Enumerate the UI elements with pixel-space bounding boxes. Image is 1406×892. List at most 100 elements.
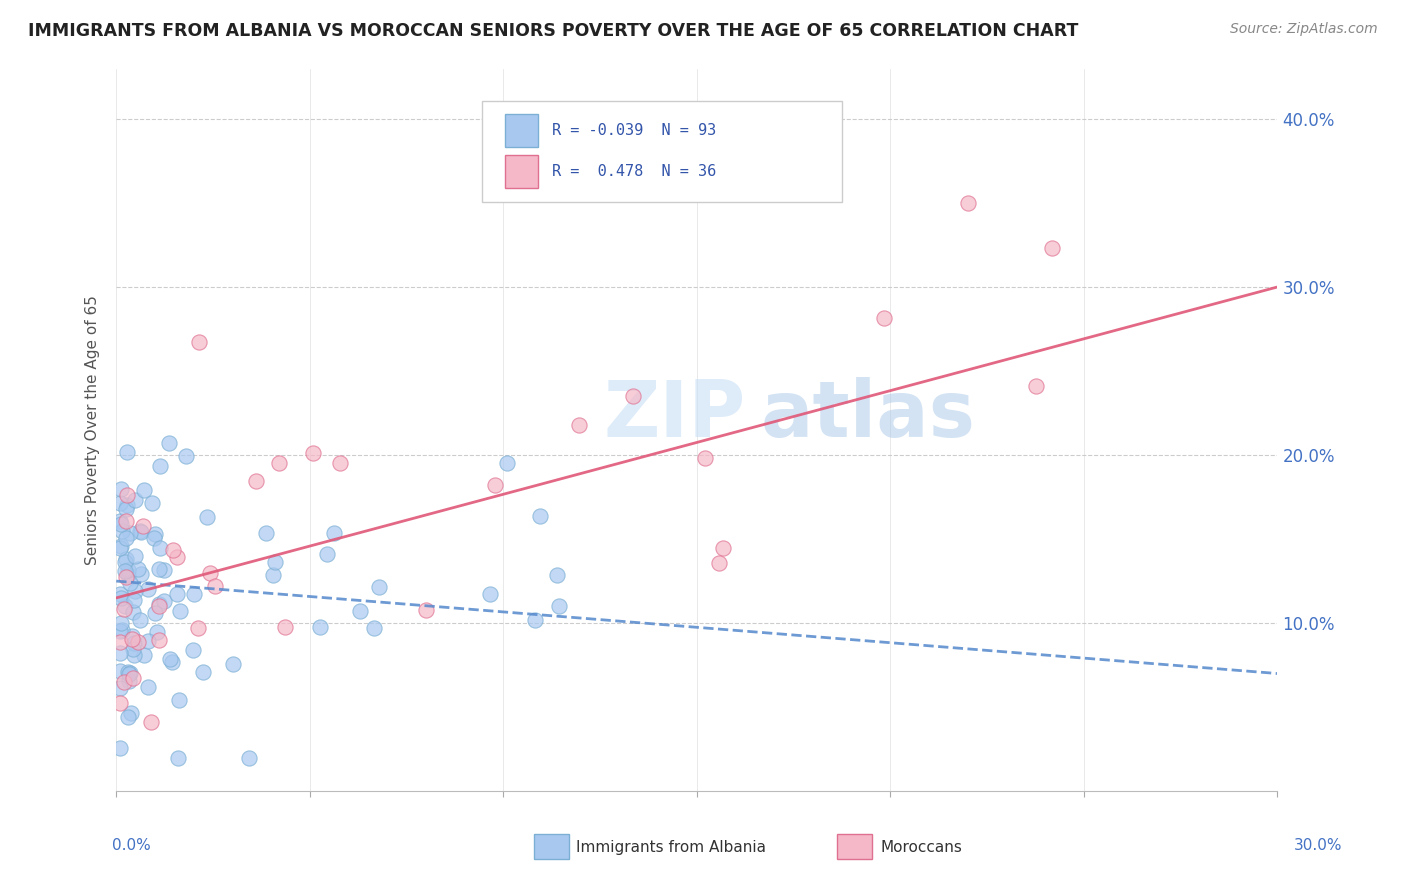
Point — [114, 599, 136, 614]
Point — [238, 750, 260, 764]
Point — [141, 496, 163, 510]
Point — [120, 706, 142, 720]
Point — [143, 532, 166, 546]
Point — [149, 458, 172, 473]
Point — [166, 750, 188, 764]
Point — [873, 310, 896, 325]
Point — [108, 514, 131, 528]
Point — [143, 606, 166, 620]
Point — [267, 456, 290, 470]
Point — [1040, 241, 1063, 255]
Point — [122, 592, 145, 607]
Point — [114, 514, 136, 528]
Point — [115, 502, 138, 516]
Point — [124, 584, 146, 599]
Point — [262, 567, 284, 582]
Point — [129, 524, 152, 538]
Point — [122, 671, 145, 685]
Point — [546, 568, 568, 582]
Text: R = -0.039  N = 93: R = -0.039 N = 93 — [551, 123, 716, 138]
Point — [108, 634, 131, 648]
Point — [159, 652, 181, 666]
Point — [108, 740, 131, 755]
Point — [121, 632, 143, 646]
Point — [183, 587, 205, 601]
Point — [129, 524, 152, 539]
Point — [114, 564, 136, 578]
Point — [329, 456, 352, 470]
Point — [148, 562, 170, 576]
Text: Moroccans: Moroccans — [880, 840, 962, 855]
Point — [114, 555, 136, 569]
Point — [183, 643, 205, 657]
Point — [187, 621, 209, 635]
Text: ZIP: ZIP — [605, 377, 747, 453]
Point — [120, 525, 142, 540]
FancyBboxPatch shape — [482, 101, 842, 202]
Text: IMMIGRANTS FROM ALBANIA VS MOROCCAN SENIORS POVERTY OVER THE AGE OF 65 CORRELATI: IMMIGRANTS FROM ALBANIA VS MOROCCAN SENI… — [28, 22, 1078, 40]
Point — [148, 632, 170, 647]
Point — [548, 599, 571, 614]
Point — [166, 587, 188, 601]
Point — [121, 629, 143, 643]
Point — [122, 648, 145, 663]
Point — [349, 604, 371, 618]
Point — [108, 541, 131, 555]
Point — [309, 619, 332, 633]
Point — [110, 517, 132, 532]
Point — [117, 709, 139, 723]
Text: Immigrants from Albania: Immigrants from Albania — [576, 840, 766, 855]
Point — [132, 483, 155, 498]
Point — [1025, 379, 1047, 393]
Point — [245, 474, 267, 488]
Point — [302, 446, 325, 460]
Point — [108, 624, 131, 639]
Point — [136, 680, 159, 694]
Point — [118, 667, 141, 681]
Point — [524, 613, 547, 627]
Point — [108, 681, 131, 695]
FancyBboxPatch shape — [505, 114, 537, 146]
Point — [148, 597, 170, 611]
Point — [122, 641, 145, 656]
Point — [197, 510, 219, 524]
Point — [254, 525, 277, 540]
Point — [114, 531, 136, 545]
Point — [118, 576, 141, 591]
Point — [169, 604, 191, 618]
Point — [273, 620, 295, 634]
Point — [115, 445, 138, 459]
Point — [484, 478, 506, 492]
Point — [198, 566, 221, 581]
Text: atlas: atlas — [761, 377, 976, 453]
Point — [110, 539, 132, 553]
Point — [132, 648, 155, 662]
Point — [127, 562, 149, 576]
Point — [136, 633, 159, 648]
Text: 0.0%: 0.0% — [112, 838, 152, 854]
Point — [174, 449, 197, 463]
Point — [167, 692, 190, 706]
Point — [115, 499, 138, 513]
Point — [193, 665, 215, 680]
Point — [148, 599, 170, 613]
Point — [129, 566, 152, 581]
Point — [222, 657, 245, 671]
Point — [145, 625, 167, 640]
Point — [188, 335, 211, 350]
Point — [363, 621, 385, 635]
Point — [263, 555, 285, 569]
Text: R =  0.478  N = 36: R = 0.478 N = 36 — [551, 163, 716, 178]
Point — [143, 526, 166, 541]
Point — [117, 563, 139, 577]
Point — [152, 594, 174, 608]
Point — [124, 493, 146, 508]
Point — [139, 714, 162, 729]
Point — [108, 664, 131, 678]
Point — [495, 456, 517, 470]
Point — [149, 541, 172, 556]
Text: Source: ZipAtlas.com: Source: ZipAtlas.com — [1230, 22, 1378, 37]
Point — [204, 579, 226, 593]
Point — [162, 655, 184, 669]
Point — [108, 646, 131, 660]
